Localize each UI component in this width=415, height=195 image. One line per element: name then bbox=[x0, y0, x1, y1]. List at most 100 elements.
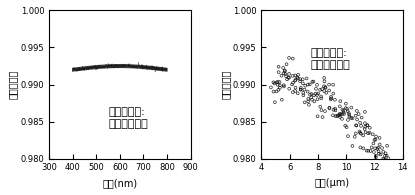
Point bbox=[342, 102, 349, 105]
Point bbox=[298, 88, 304, 91]
Point bbox=[271, 101, 278, 104]
Point bbox=[334, 114, 340, 118]
Point bbox=[373, 156, 379, 159]
Point bbox=[364, 124, 371, 127]
Point bbox=[360, 147, 367, 150]
Point bbox=[312, 87, 319, 90]
Point bbox=[314, 83, 320, 86]
Point bbox=[346, 112, 352, 115]
Point bbox=[376, 152, 382, 155]
Point bbox=[332, 114, 339, 118]
Point bbox=[289, 74, 296, 77]
Point bbox=[322, 86, 329, 89]
Point bbox=[349, 117, 356, 120]
Point bbox=[318, 95, 325, 98]
Point bbox=[380, 157, 387, 160]
Point bbox=[285, 76, 292, 79]
Point bbox=[383, 154, 390, 157]
Point bbox=[332, 98, 338, 101]
Point bbox=[369, 133, 376, 136]
Point bbox=[286, 56, 293, 59]
Point bbox=[367, 149, 374, 152]
Point bbox=[344, 107, 350, 110]
Point bbox=[300, 82, 306, 85]
Point bbox=[301, 101, 308, 104]
Point bbox=[301, 88, 308, 91]
Point bbox=[321, 76, 327, 80]
Point bbox=[366, 131, 373, 134]
Point bbox=[343, 126, 350, 129]
Point bbox=[281, 70, 288, 73]
Point bbox=[321, 90, 327, 93]
Point bbox=[332, 107, 338, 110]
Point bbox=[380, 150, 386, 153]
Point bbox=[319, 88, 325, 91]
Point bbox=[362, 131, 369, 134]
Point bbox=[348, 116, 354, 119]
Point bbox=[326, 83, 332, 86]
Point bbox=[276, 84, 283, 87]
Point bbox=[375, 150, 382, 153]
Point bbox=[294, 92, 301, 95]
Point bbox=[312, 92, 319, 95]
Point bbox=[326, 106, 333, 109]
Point bbox=[376, 136, 383, 139]
Point bbox=[305, 83, 311, 86]
Point bbox=[371, 150, 377, 153]
Point bbox=[346, 113, 353, 116]
Y-axis label: 分光放射率: 分光放射率 bbox=[8, 70, 18, 99]
Point bbox=[292, 86, 299, 89]
Point bbox=[281, 85, 287, 88]
Point bbox=[337, 113, 344, 116]
Point bbox=[353, 124, 359, 127]
Point bbox=[290, 81, 296, 84]
Point bbox=[300, 94, 307, 97]
Point bbox=[354, 109, 360, 113]
Point bbox=[322, 110, 328, 113]
Point bbox=[315, 92, 322, 95]
Point bbox=[283, 74, 289, 78]
Point bbox=[353, 124, 360, 127]
Point bbox=[339, 117, 345, 121]
Point bbox=[354, 118, 360, 121]
Point bbox=[302, 84, 309, 87]
Point bbox=[310, 80, 317, 83]
Point bbox=[361, 110, 368, 113]
Point bbox=[305, 103, 312, 106]
Point bbox=[318, 97, 325, 100]
Point bbox=[294, 76, 300, 79]
Point bbox=[371, 138, 378, 141]
Point bbox=[356, 130, 363, 133]
Point bbox=[298, 88, 304, 91]
Point bbox=[311, 100, 317, 103]
Point bbox=[337, 105, 343, 108]
Point bbox=[381, 158, 388, 161]
Y-axis label: 分光放射率: 分光放射率 bbox=[220, 70, 230, 99]
Point bbox=[278, 98, 285, 101]
Point bbox=[321, 80, 328, 83]
Point bbox=[386, 173, 392, 176]
Point bbox=[337, 100, 344, 103]
Point bbox=[323, 91, 330, 94]
Point bbox=[303, 77, 310, 80]
Point bbox=[348, 106, 354, 109]
Point bbox=[322, 86, 329, 89]
Point bbox=[286, 72, 293, 75]
Point bbox=[283, 63, 290, 66]
Point bbox=[282, 73, 289, 76]
Point bbox=[317, 105, 324, 108]
Point bbox=[372, 147, 378, 150]
Point bbox=[337, 112, 343, 115]
Point bbox=[362, 125, 369, 128]
Point bbox=[326, 107, 333, 110]
Point bbox=[352, 132, 359, 135]
Point bbox=[305, 100, 312, 103]
Point bbox=[295, 73, 301, 76]
Point bbox=[280, 72, 287, 75]
Point bbox=[336, 114, 342, 117]
Point bbox=[374, 147, 381, 150]
Point bbox=[328, 95, 334, 98]
Point bbox=[326, 89, 332, 92]
Point bbox=[314, 93, 320, 97]
Point bbox=[365, 149, 372, 152]
